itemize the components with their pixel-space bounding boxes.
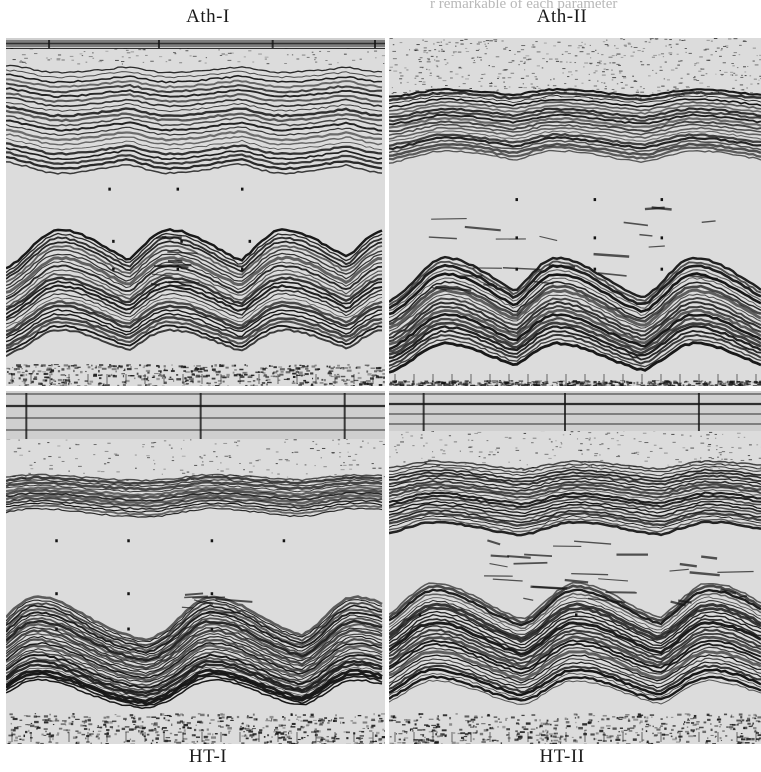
panel-ath-2 [389,38,761,386]
panel-ath-1 [6,38,385,386]
panel-ht-2 [389,391,761,744]
panel-divider-horizontal [0,386,761,391]
header-fragment: r remarkable of each parameter [430,0,618,12]
label-ath-1: Ath-I [186,6,230,27]
label-ht-2: HT-II [539,746,585,767]
panel-ht-1 [6,391,385,744]
label-ht-1: HT-I [188,746,228,767]
label-ath-2: Ath-II [536,6,588,27]
cropped-text-fragment: r remarkable of each parameter [0,0,761,32]
